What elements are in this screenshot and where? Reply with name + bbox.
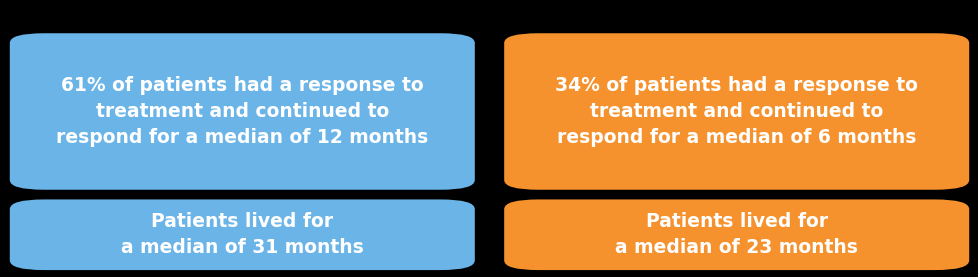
FancyBboxPatch shape xyxy=(504,33,968,190)
FancyBboxPatch shape xyxy=(10,199,474,270)
FancyBboxPatch shape xyxy=(10,33,474,190)
FancyBboxPatch shape xyxy=(504,199,968,270)
Text: 34% of patients had a response to
treatment and continued to
respond for a media: 34% of patients had a response to treatm… xyxy=(555,76,917,147)
Text: Patients lived for
a median of 31 months: Patients lived for a median of 31 months xyxy=(121,212,363,257)
Text: Patients lived for
a median of 23 months: Patients lived for a median of 23 months xyxy=(614,212,858,257)
Text: 61% of patients had a response to
treatment and continued to
respond for a media: 61% of patients had a response to treatm… xyxy=(56,76,428,147)
